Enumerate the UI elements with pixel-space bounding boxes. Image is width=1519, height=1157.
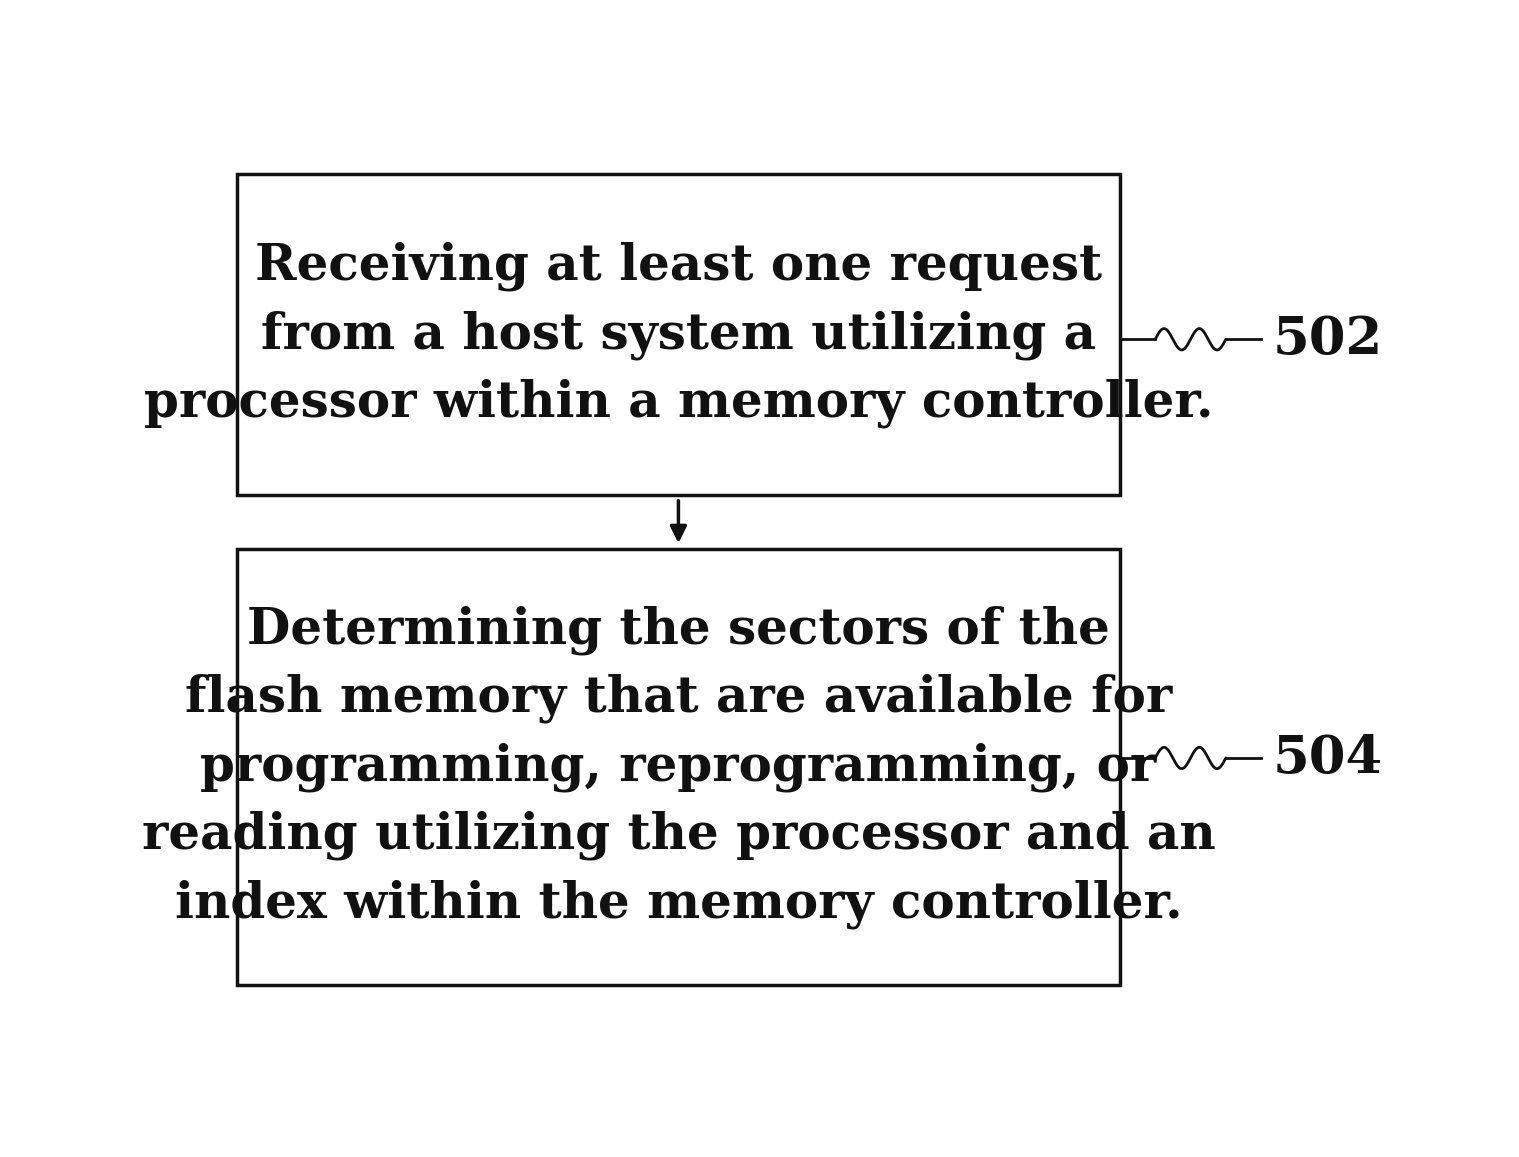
FancyBboxPatch shape [237, 548, 1120, 986]
FancyBboxPatch shape [237, 175, 1120, 495]
Text: Receiving at least one request
from a host system utilizing a
processor within a: Receiving at least one request from a ho… [144, 242, 1214, 428]
Text: 502: 502 [1273, 314, 1384, 364]
Text: Determining the sectors of the
flash memory that are available for
programming, : Determining the sectors of the flash mem… [141, 605, 1215, 929]
Text: 504: 504 [1273, 732, 1382, 783]
